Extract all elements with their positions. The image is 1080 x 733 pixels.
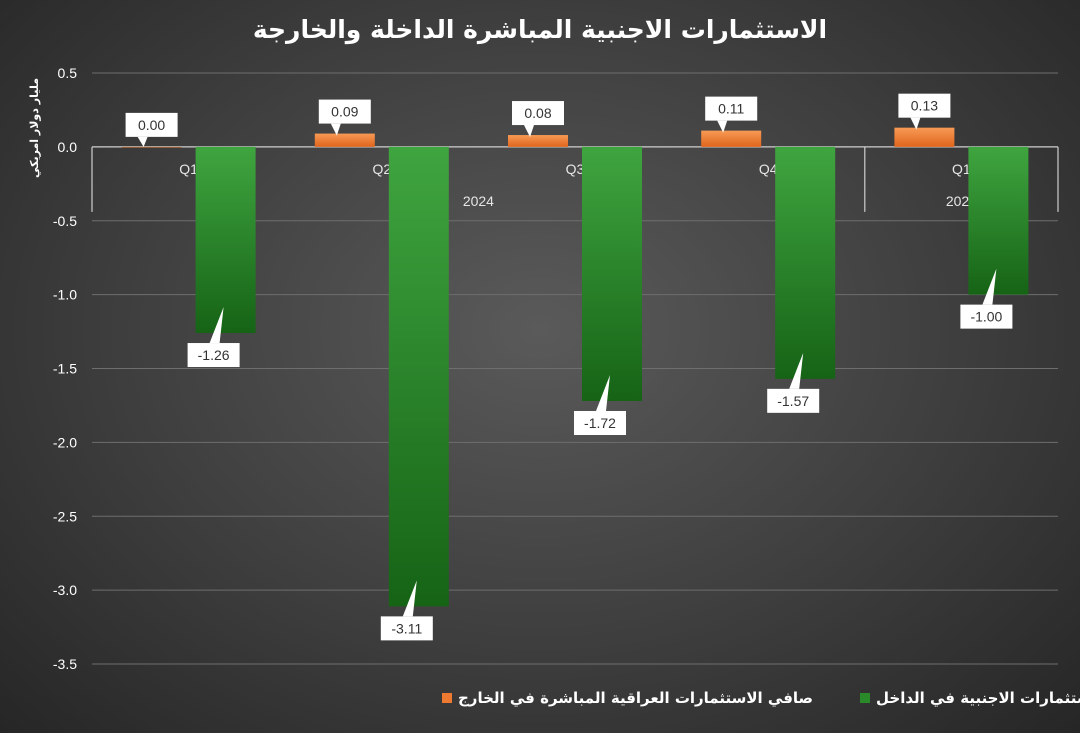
y-tick-label: -2.0 bbox=[53, 434, 77, 450]
data-label-text: 0.08 bbox=[524, 105, 551, 121]
y-tick-label: 0.5 bbox=[58, 65, 78, 81]
category-label: Q4 bbox=[759, 161, 778, 177]
category-label: Q2 bbox=[372, 161, 391, 177]
y-tick-label: -0.5 bbox=[53, 213, 77, 229]
inward-bar bbox=[968, 146, 1029, 295]
callout-pointer bbox=[137, 136, 148, 147]
outward-bar bbox=[314, 133, 375, 147]
callout-box bbox=[187, 343, 240, 368]
outward-data-label: 0.11 bbox=[705, 96, 758, 133]
y-axis-ticks: 0.5 0.0 -0.5 -1.0 -1.5 -2.0 -2.5 -3.0 -3.5 bbox=[53, 65, 77, 672]
data-label-text: -1.57 bbox=[777, 393, 809, 409]
data-label-text: 0.13 bbox=[911, 98, 938, 114]
callout-pointer bbox=[596, 375, 610, 412]
callout-box bbox=[767, 388, 820, 413]
data-label-text: 0.00 bbox=[138, 117, 165, 133]
callout-box bbox=[318, 99, 371, 124]
inward-data-label: -1.00 bbox=[960, 268, 1013, 329]
y-tick-label: 0.0 bbox=[58, 139, 78, 155]
data-label-text: -1.26 bbox=[198, 347, 230, 363]
data-label-text: -1.72 bbox=[584, 415, 616, 431]
y-tick-label: -2.5 bbox=[53, 508, 77, 524]
inward-data-label: -1.57 bbox=[767, 352, 820, 413]
callout-pointer bbox=[982, 268, 997, 305]
inward-bar bbox=[582, 146, 642, 402]
inward-data-label: -1.72 bbox=[574, 375, 626, 436]
outward-data-label: 0.08 bbox=[512, 101, 564, 138]
legend: صافي الاستثمارات العراقية المباشرة في ال… bbox=[442, 689, 1080, 707]
category-label: Q1 bbox=[952, 161, 971, 177]
bars bbox=[121, 127, 1029, 607]
outward-data-label: 0.09 bbox=[318, 99, 371, 136]
data-label-text: -3.11 bbox=[391, 620, 422, 636]
callout-box bbox=[125, 112, 178, 137]
legend-label: صافي الاستثمارات الاجنبية في الداخل bbox=[876, 689, 1080, 707]
inward-data-label: -3.11 bbox=[380, 580, 433, 641]
outward-bar bbox=[894, 127, 955, 147]
outward-data-label: 0.00 bbox=[125, 112, 178, 147]
callout-pointer bbox=[717, 120, 728, 133]
y-tick-label: -3.5 bbox=[53, 656, 77, 672]
callout-pointer bbox=[789, 352, 804, 389]
y-tick-label: -1.0 bbox=[53, 287, 77, 303]
callout-box bbox=[574, 411, 626, 436]
y-axis-label: مليار دولار امريكي bbox=[28, 78, 41, 178]
legend-item: صافي الاستثمارات العراقية المباشرة في ال… bbox=[442, 689, 813, 707]
legend-swatch bbox=[442, 693, 452, 703]
callout-pointer bbox=[330, 123, 341, 136]
outward-data-label: 0.13 bbox=[898, 93, 951, 130]
y-tick-label: -1.5 bbox=[53, 361, 77, 377]
legend-label: صافي الاستثمارات العراقية المباشرة في ال… bbox=[458, 689, 813, 707]
callout-pointer bbox=[402, 580, 417, 617]
callout-box bbox=[512, 101, 564, 126]
callout-pointer bbox=[910, 117, 921, 130]
inward-data-label: -1.26 bbox=[187, 307, 240, 368]
inward-bar bbox=[775, 146, 836, 379]
legend-item: صافي الاستثمارات الاجنبية في الداخل bbox=[860, 689, 1080, 707]
data-label-text: -1.00 bbox=[970, 309, 1002, 325]
y-tick-label: -3.0 bbox=[53, 582, 77, 598]
chart-title: الاستثمارات الاجنبية المباشرة الداخلة وا… bbox=[253, 15, 827, 45]
group-label: 2024 bbox=[463, 193, 494, 209]
callout-box bbox=[380, 616, 433, 641]
outward-bar bbox=[701, 130, 762, 147]
callout-pointer bbox=[209, 307, 224, 344]
legend-swatch bbox=[860, 693, 870, 703]
inward-bar bbox=[388, 146, 449, 607]
outward-bar bbox=[508, 135, 568, 147]
callout-pointer bbox=[524, 125, 534, 138]
callout-box bbox=[898, 93, 951, 118]
inward-bar bbox=[195, 146, 256, 334]
data-label-text: 0.11 bbox=[718, 101, 744, 117]
callout-box bbox=[960, 304, 1013, 329]
data-label-text: 0.09 bbox=[331, 104, 358, 120]
category-label: Q3 bbox=[566, 161, 585, 177]
category-label: Q1 bbox=[179, 161, 198, 177]
callout-box bbox=[705, 96, 758, 121]
data-labels: 0.00 0.09 0.08 0.11 0.13 -1.26 -3.11 -1.72 -1.57… bbox=[125, 93, 1013, 641]
outward-bar bbox=[121, 146, 182, 148]
